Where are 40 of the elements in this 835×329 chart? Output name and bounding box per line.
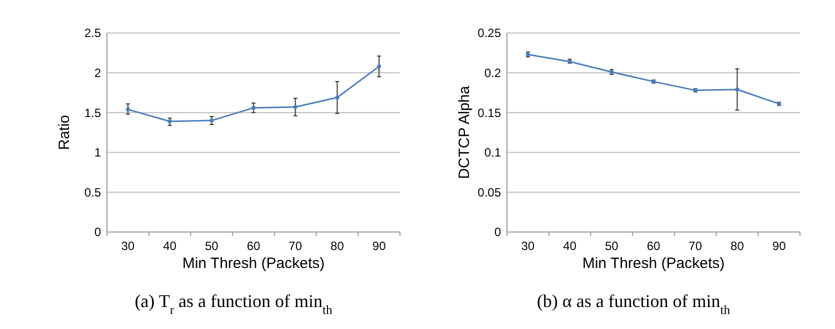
x-tick-label: 60 xyxy=(246,239,260,253)
y-tick-label: 0.15 xyxy=(478,106,502,120)
x-tick-label: 30 xyxy=(521,239,535,253)
x-tick-label: 40 xyxy=(563,239,577,253)
y-tick-label: 0.25 xyxy=(478,26,502,40)
text: (a) T$_{r}$ as a function of min$_{th}$ xyxy=(134,291,334,317)
x-tick-label: 50 xyxy=(604,239,619,253)
y-tick-label: 0.2 xyxy=(484,66,502,80)
x-axis-title: Min Thresh (Packets) xyxy=(182,255,325,272)
y-tick-label: 1 xyxy=(94,146,102,160)
x-tick-label: 60 xyxy=(646,239,660,253)
y-tick-label: 0 xyxy=(494,225,502,240)
y-tick-label: 0 xyxy=(94,225,102,240)
y-axis-title: DCTCP Alpha xyxy=(456,85,473,180)
point xyxy=(735,88,740,92)
x-tick-label: 90 xyxy=(372,239,386,253)
x-tick-label: 30 xyxy=(121,239,135,253)
x-tick-label: 70 xyxy=(688,239,702,253)
y-tick-label: 0.05 xyxy=(478,185,502,200)
x-tick-label: 80 xyxy=(730,239,744,253)
x-tick-label: 90 xyxy=(772,239,786,253)
point xyxy=(252,106,256,110)
point xyxy=(210,118,214,123)
point xyxy=(335,95,340,100)
point xyxy=(293,105,298,110)
point xyxy=(126,107,130,112)
x-axis-title: Min Thresh (Packets) xyxy=(582,255,725,272)
x-tick-label: 70 xyxy=(288,239,302,253)
x-tick-label: 50 xyxy=(204,239,219,253)
y-tick-label: 1.5 xyxy=(84,106,102,120)
x-tick-label: 40 xyxy=(163,239,177,253)
y-tick-label: 0.1 xyxy=(484,146,502,160)
point xyxy=(377,64,382,68)
text: (b) α as a function of min$_{th}$ xyxy=(536,291,731,317)
y-tick-label: 2 xyxy=(94,66,102,80)
y-tick-label: 0.5 xyxy=(84,185,102,200)
point xyxy=(168,119,172,124)
y-axis-title: Ratio xyxy=(56,114,73,150)
y-tick-label: 2.5 xyxy=(84,26,102,40)
x-tick-label: 80 xyxy=(330,239,344,253)
